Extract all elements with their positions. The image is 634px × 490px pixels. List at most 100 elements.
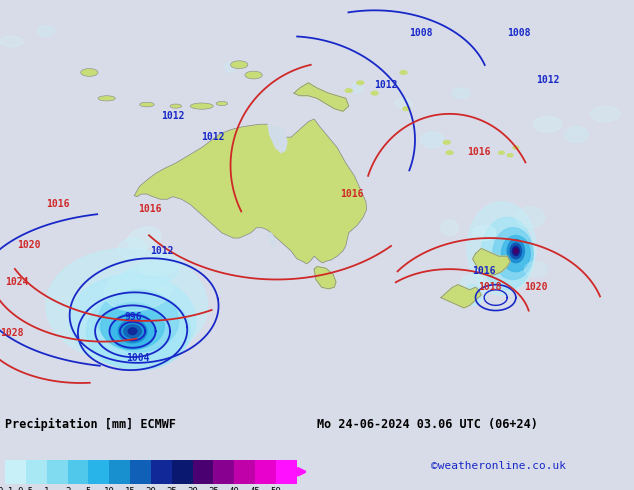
- Ellipse shape: [101, 303, 164, 349]
- Polygon shape: [472, 248, 510, 275]
- Text: 1018: 1018: [478, 282, 501, 292]
- Text: 1012: 1012: [161, 111, 184, 121]
- Ellipse shape: [104, 269, 172, 311]
- Text: 1008: 1008: [409, 28, 432, 38]
- Ellipse shape: [98, 96, 115, 101]
- Ellipse shape: [512, 246, 519, 256]
- Ellipse shape: [443, 141, 450, 144]
- Ellipse shape: [46, 248, 207, 362]
- Ellipse shape: [225, 62, 236, 73]
- Ellipse shape: [493, 228, 533, 279]
- Text: Precipitation [mm] ECMWF: Precipitation [mm] ECMWF: [5, 418, 176, 431]
- Bar: [5, 460, 26, 484]
- Ellipse shape: [498, 151, 504, 154]
- Ellipse shape: [501, 236, 530, 272]
- Bar: [88, 460, 109, 484]
- Ellipse shape: [458, 274, 487, 305]
- Text: 10: 10: [104, 487, 115, 490]
- Ellipse shape: [514, 248, 518, 254]
- Ellipse shape: [118, 238, 147, 259]
- Ellipse shape: [190, 103, 213, 109]
- Ellipse shape: [395, 98, 412, 109]
- Text: 0.5: 0.5: [18, 487, 34, 490]
- Text: 1012: 1012: [150, 245, 173, 256]
- Ellipse shape: [127, 227, 161, 249]
- Ellipse shape: [128, 328, 137, 335]
- Ellipse shape: [231, 61, 248, 69]
- Text: 1024: 1024: [6, 277, 29, 287]
- Ellipse shape: [352, 83, 363, 93]
- Polygon shape: [134, 119, 366, 264]
- Ellipse shape: [122, 260, 178, 289]
- Text: 1008: 1008: [507, 28, 531, 38]
- Text: 30: 30: [187, 487, 198, 490]
- Text: Mo 24-06-2024 03.06 UTC (06+24): Mo 24-06-2024 03.06 UTC (06+24): [317, 418, 538, 431]
- Ellipse shape: [472, 225, 496, 241]
- Bar: [68, 460, 88, 484]
- Text: 35: 35: [208, 487, 219, 490]
- Ellipse shape: [565, 127, 588, 142]
- Text: 1012: 1012: [536, 75, 559, 85]
- Text: 5: 5: [86, 487, 91, 490]
- Ellipse shape: [118, 319, 147, 343]
- Ellipse shape: [69, 274, 196, 368]
- Ellipse shape: [481, 218, 533, 290]
- Text: 45: 45: [250, 487, 261, 490]
- Ellipse shape: [124, 325, 141, 338]
- Text: 996: 996: [125, 312, 143, 322]
- Ellipse shape: [421, 132, 444, 147]
- Text: 50: 50: [271, 487, 281, 490]
- Ellipse shape: [245, 71, 262, 79]
- Text: 1: 1: [44, 487, 49, 490]
- Ellipse shape: [403, 107, 410, 111]
- Ellipse shape: [507, 154, 513, 157]
- Bar: [276, 460, 297, 484]
- Text: 25: 25: [166, 487, 177, 490]
- Ellipse shape: [98, 290, 179, 352]
- Text: 1012: 1012: [375, 80, 398, 90]
- Ellipse shape: [467, 202, 536, 295]
- Text: 1016: 1016: [46, 199, 69, 209]
- Bar: [26, 460, 47, 484]
- Text: 1020: 1020: [524, 282, 548, 292]
- Ellipse shape: [513, 146, 519, 149]
- Text: 15: 15: [125, 487, 136, 490]
- Text: 20: 20: [146, 487, 156, 490]
- Ellipse shape: [524, 261, 548, 277]
- Ellipse shape: [516, 207, 545, 228]
- Text: 0.1: 0.1: [0, 487, 13, 490]
- Text: 1016: 1016: [467, 147, 490, 157]
- Ellipse shape: [464, 285, 481, 305]
- Ellipse shape: [533, 117, 562, 132]
- Text: 1020: 1020: [17, 241, 41, 250]
- Polygon shape: [441, 285, 481, 308]
- Ellipse shape: [357, 81, 364, 85]
- Ellipse shape: [86, 293, 190, 370]
- Polygon shape: [268, 124, 287, 153]
- Ellipse shape: [216, 101, 228, 105]
- Bar: [234, 460, 255, 484]
- Ellipse shape: [0, 36, 23, 47]
- Text: 1016: 1016: [472, 266, 496, 276]
- Text: 1016: 1016: [138, 204, 162, 214]
- Ellipse shape: [507, 240, 524, 263]
- Polygon shape: [268, 233, 276, 248]
- Text: 1016: 1016: [340, 189, 363, 198]
- Ellipse shape: [81, 69, 98, 76]
- Bar: [255, 460, 276, 484]
- Bar: [214, 460, 234, 484]
- Ellipse shape: [170, 104, 181, 108]
- Text: 1028: 1028: [0, 328, 23, 339]
- Ellipse shape: [510, 243, 522, 259]
- Polygon shape: [294, 83, 349, 111]
- Ellipse shape: [346, 89, 352, 93]
- Text: 40: 40: [229, 487, 240, 490]
- Bar: [151, 460, 172, 484]
- Text: 1012: 1012: [202, 132, 225, 142]
- Text: 2: 2: [65, 487, 70, 490]
- Bar: [109, 460, 130, 484]
- Text: 1004: 1004: [127, 353, 150, 363]
- Ellipse shape: [400, 71, 407, 74]
- Ellipse shape: [441, 220, 458, 236]
- Ellipse shape: [37, 26, 55, 36]
